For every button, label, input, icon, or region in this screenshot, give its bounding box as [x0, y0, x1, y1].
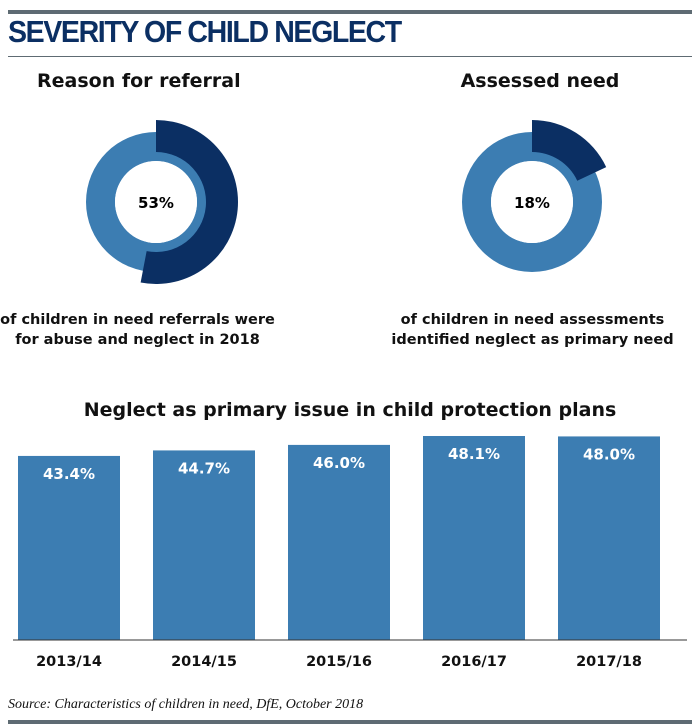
donut-chart-referral: 53% [86, 120, 238, 284]
donut-chart-assessed: 18% [462, 120, 607, 272]
x-tick-label: 2014/15 [171, 654, 237, 670]
bar-value-label: 48.1% [448, 445, 500, 463]
x-tick-label: 2013/14 [36, 654, 102, 670]
top-rule [8, 10, 692, 14]
assessed-slice-rest [462, 132, 602, 272]
donut-caption-referral: of children in need referrals were for a… [0, 312, 275, 348]
assessed-hole [491, 161, 573, 243]
donut-title-referral: Reason for referral [37, 70, 241, 92]
bar-2013-14 [18, 455, 120, 640]
donut-caption-assessed: of children in need assessments identifi… [391, 312, 674, 348]
bar-value-label: 43.4% [43, 465, 95, 483]
assessed-slice-highlight [532, 120, 607, 181]
bar-chart: 43.4% 2013/14 44.7% 2014/15 46.0% 2015/16 48.1… [13, 436, 687, 670]
bar-2017-18 [558, 436, 660, 640]
referral-slice-highlight [140, 120, 238, 284]
title-rule [8, 56, 692, 57]
bar-2015-16 [288, 444, 390, 640]
bar-chart-title: Neglect as primary issue in child protec… [83, 399, 617, 421]
bar-2014-15 [153, 450, 255, 640]
bottom-rule [8, 720, 692, 724]
referral-center-label: 53% [138, 194, 174, 212]
referral-slice-rest [86, 132, 226, 272]
bar-2016-17 [423, 436, 525, 640]
bar-value-label: 48.0% [583, 445, 635, 463]
donut-title-assessed: Assessed need [460, 70, 620, 92]
page-title: SEVERITY OF CHILD NEGLECT [8, 14, 402, 49]
source-note: Source: Characteristics of children in n… [8, 697, 364, 712]
referral-hole [115, 161, 197, 243]
bar-value-label: 44.7% [178, 459, 230, 477]
x-tick-label: 2015/16 [306, 654, 372, 670]
assessed-center-label: 18% [514, 194, 550, 212]
x-tick-label: 2017/18 [576, 654, 642, 670]
x-tick-label: 2016/17 [441, 654, 507, 670]
bar-value-label: 46.0% [313, 454, 365, 472]
